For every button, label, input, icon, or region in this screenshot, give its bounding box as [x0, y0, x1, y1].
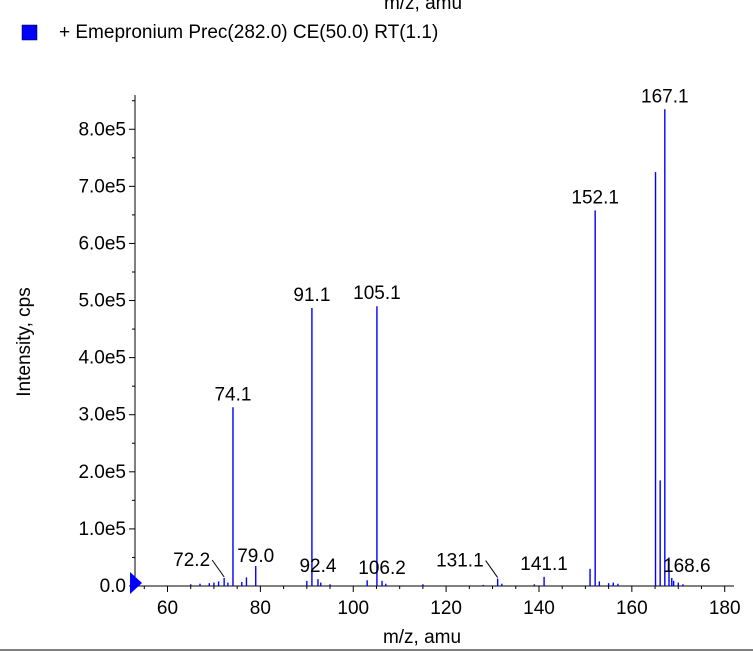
legend-label: + Emepronium Prec(282.0) CE(50.0) RT(1.1…	[59, 22, 438, 43]
y-tick-label: 7.0e5	[78, 176, 126, 197]
x-tick-label: 100	[337, 598, 369, 619]
baseline-marker-icon[interactable]	[130, 572, 142, 594]
x-tick-label: 60	[157, 598, 178, 619]
spectrum-peaks	[190, 109, 684, 586]
x-tick-label: 160	[616, 598, 648, 619]
y-tick-label: 6.0e5	[78, 233, 126, 254]
peak-labels: 167.1 152.1 91.1 105.1 74.1 72.2 79.0 92.4 106.2…	[173, 86, 710, 579]
y-tick-label: 0.0	[100, 576, 126, 597]
top-cut-label: m/z, amu	[384, 0, 462, 14]
peak-label: 106.2	[358, 558, 406, 579]
y-axis-title: Intensity, cps	[14, 287, 35, 396]
y-tick-label: 2.0e5	[78, 462, 126, 483]
legend: + Emepronium Prec(282.0) CE(50.0) RT(1.1…	[21, 22, 438, 43]
y-tick-label: 4.0e5	[78, 348, 126, 369]
peak-label: 167.1	[641, 86, 689, 107]
y-tick-label: 1.0e5	[78, 519, 126, 540]
peak-label: 105.1	[353, 283, 401, 304]
legend-swatch	[21, 24, 38, 41]
peak-label: 92.4	[299, 556, 336, 577]
peak-label: 131.1	[436, 551, 484, 572]
y-tick-label: 5.0e5	[78, 291, 126, 312]
y-tick-label: 3.0e5	[78, 405, 126, 426]
x-tick-label: 180	[709, 598, 741, 619]
peak-label: 141.1	[520, 554, 568, 575]
x-tick-label: 140	[523, 598, 555, 619]
x-tick-label: 80	[250, 598, 271, 619]
peak-label: 91.1	[293, 285, 330, 306]
y-axis-ticks: 0.0 1.0e5 2.0e5 3.0e5 4.0e5 5.0e5 6.0e5 7.0e5 8.…	[78, 100, 135, 597]
x-axis-ticks: 60 80 100 120 140 160 180	[143, 586, 741, 619]
peak-label-leader	[211, 559, 225, 578]
peak-label: 152.1	[571, 187, 619, 208]
peak-label: 168.6	[663, 556, 711, 577]
x-tick-label: 120	[430, 598, 462, 619]
x-axis-title: m/z, amu	[383, 627, 461, 648]
peak-label: 79.0	[237, 546, 274, 567]
peak-label: 72.2	[173, 550, 210, 571]
y-tick-label: 8.0e5	[78, 119, 126, 140]
peak-label: 74.1	[214, 384, 251, 405]
peak-label-leader	[485, 560, 499, 578]
